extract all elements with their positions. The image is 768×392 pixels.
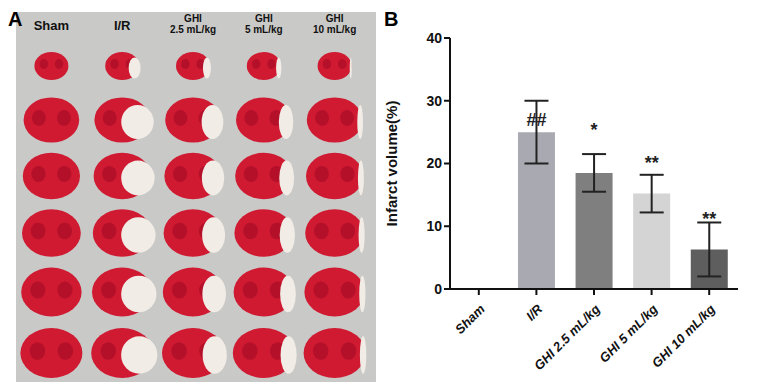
svg-text:I/R: I/R	[523, 301, 546, 324]
svg-text:10 mL/kg: 10 mL/kg	[313, 24, 356, 35]
svg-text:Sham: Sham	[452, 301, 488, 337]
svg-text:0: 0	[434, 281, 442, 297]
svg-text:10: 10	[426, 218, 442, 234]
svg-text:30: 30	[426, 93, 442, 109]
svg-text:GHI: GHI	[326, 13, 344, 24]
svg-text:I/R: I/R	[114, 18, 131, 33]
svg-text:GHI 2.5 mL/kg: GHI 2.5 mL/kg	[531, 301, 603, 373]
html-text:A: A	[8, 8, 23, 30]
svg-text:2.5 mL/kg: 2.5 mL/kg	[170, 24, 216, 35]
svg-text:Infarct volume(%): Infarct volume(%)	[383, 101, 400, 227]
svg-text:GHI 5 mL/kg: GHI 5 mL/kg	[596, 301, 660, 365]
svg-text:**: **	[702, 209, 716, 229]
svg-text:GHI 10 mL/kg: GHI 10 mL/kg	[649, 301, 718, 370]
svg-text:Sham: Sham	[34, 18, 69, 33]
svg-text:GHI: GHI	[184, 13, 202, 24]
svg-text:**: **	[645, 153, 659, 173]
svg-text:40: 40	[426, 30, 442, 46]
svg-text:GHI: GHI	[255, 13, 273, 24]
svg-text:20: 20	[426, 155, 442, 171]
svg-text:*: *	[591, 120, 598, 140]
svg-text:##: ##	[526, 110, 546, 130]
svg-text:5 mL/kg: 5 mL/kg	[245, 24, 283, 35]
html-text:B: B	[384, 8, 399, 30]
